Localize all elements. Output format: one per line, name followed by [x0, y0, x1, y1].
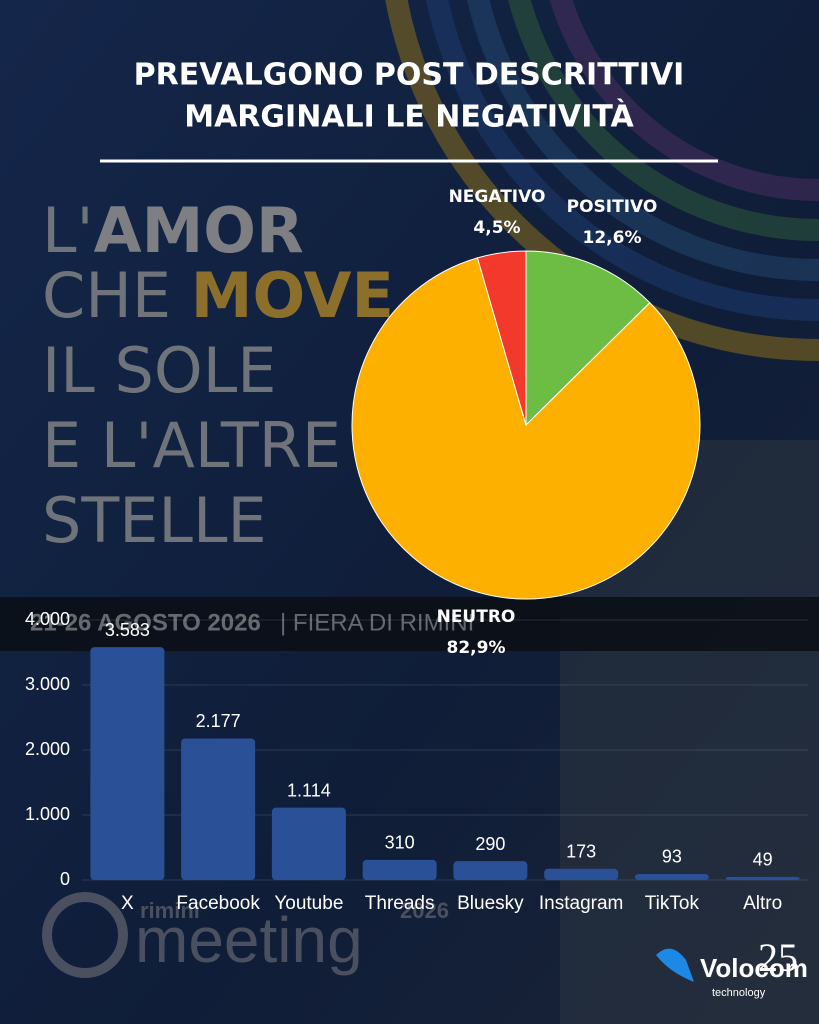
bar-value: 1.114: [287, 780, 331, 800]
title-line: MARGINALI LE NEGATIVITÀ: [184, 99, 634, 135]
event-year: 2026: [400, 898, 449, 923]
poster-text: L'AMOR CHE MOVE IL SOLE E L'ALTRE STELLE: [42, 194, 394, 557]
y-tick-label: 4.000: [25, 609, 70, 629]
logo-name: Volocom: [700, 953, 808, 983]
bar: [634, 873, 709, 880]
charts: POSITIVO 12,6% NEUTRO 82,9% NEGATIVO 4,5% 0 1.0…: [25, 187, 808, 914]
x-tick-label: Bluesky: [457, 893, 524, 914]
x-tick-label: Facebook: [176, 893, 260, 914]
slice-value: 12,6%: [583, 228, 642, 248]
bar-value: 49: [753, 850, 773, 870]
bar: [725, 876, 800, 880]
poster-word: MOVE: [191, 259, 394, 332]
bar: [90, 647, 165, 880]
poster-line: STELLE: [42, 484, 267, 557]
x-tick-label: Instagram: [539, 893, 623, 914]
svg-text:CHE MOVE: CHE MOVE: [42, 259, 394, 332]
pie-slice: [476, 250, 527, 426]
x-tick-label: Youtube: [274, 893, 343, 914]
bar: [544, 868, 619, 880]
poster-line: IL SOLE: [42, 334, 276, 407]
bar: [181, 738, 256, 880]
bar: [453, 861, 528, 880]
logo-sub: technology: [712, 987, 766, 999]
y-tick-label: 1.000: [25, 804, 70, 824]
poster-word: AMOR: [94, 194, 304, 267]
poster-dates: 21-26 AGOSTO 2026: [30, 609, 261, 636]
slice-value: 82,9%: [447, 638, 506, 658]
bar-value: 290: [475, 834, 505, 854]
slice-label: POSITIVO: [567, 197, 658, 217]
bar-value: 310: [385, 833, 415, 853]
logo-mark: [656, 948, 694, 982]
poster-line: E L'ALTRE: [42, 409, 341, 482]
x-tick-label: X: [121, 893, 134, 914]
x-tick-label: TikTok: [645, 893, 700, 914]
slice-value: 4,5%: [473, 218, 520, 238]
event-city: rimini: [140, 898, 200, 923]
poster-word: L': [42, 194, 94, 267]
pie-slice: [351, 257, 701, 600]
event-name: meeting: [135, 904, 363, 976]
bar-value: 3.583: [105, 620, 150, 640]
logo-number: 25: [758, 935, 798, 980]
title-line: PREVALGONO POST DESCRITTIVI: [134, 58, 685, 93]
svg-text:L'AMOR: L'AMOR: [42, 194, 304, 267]
y-tick-label: 2.000: [25, 739, 70, 759]
y-tick-label: 0: [60, 869, 70, 889]
x-tick-label: Threads: [365, 893, 435, 914]
bar-value: 93: [662, 847, 682, 867]
slice-label: NEGATIVO: [449, 187, 546, 207]
poster-venue: | FIERA DI RIMINI: [280, 609, 474, 636]
poster-word: CHE: [42, 259, 191, 332]
x-tick-label: Altro: [743, 893, 782, 914]
pie-slice: [525, 250, 651, 427]
y-tick-label: 3.000: [25, 674, 70, 694]
slice-label: NEUTRO: [437, 607, 516, 627]
bar-value: 173: [566, 842, 596, 862]
date-band: [0, 597, 819, 651]
bar: [362, 859, 437, 880]
bar-value: 2.177: [196, 711, 241, 731]
bar: [271, 807, 346, 880]
event-logo: [42, 892, 128, 978]
